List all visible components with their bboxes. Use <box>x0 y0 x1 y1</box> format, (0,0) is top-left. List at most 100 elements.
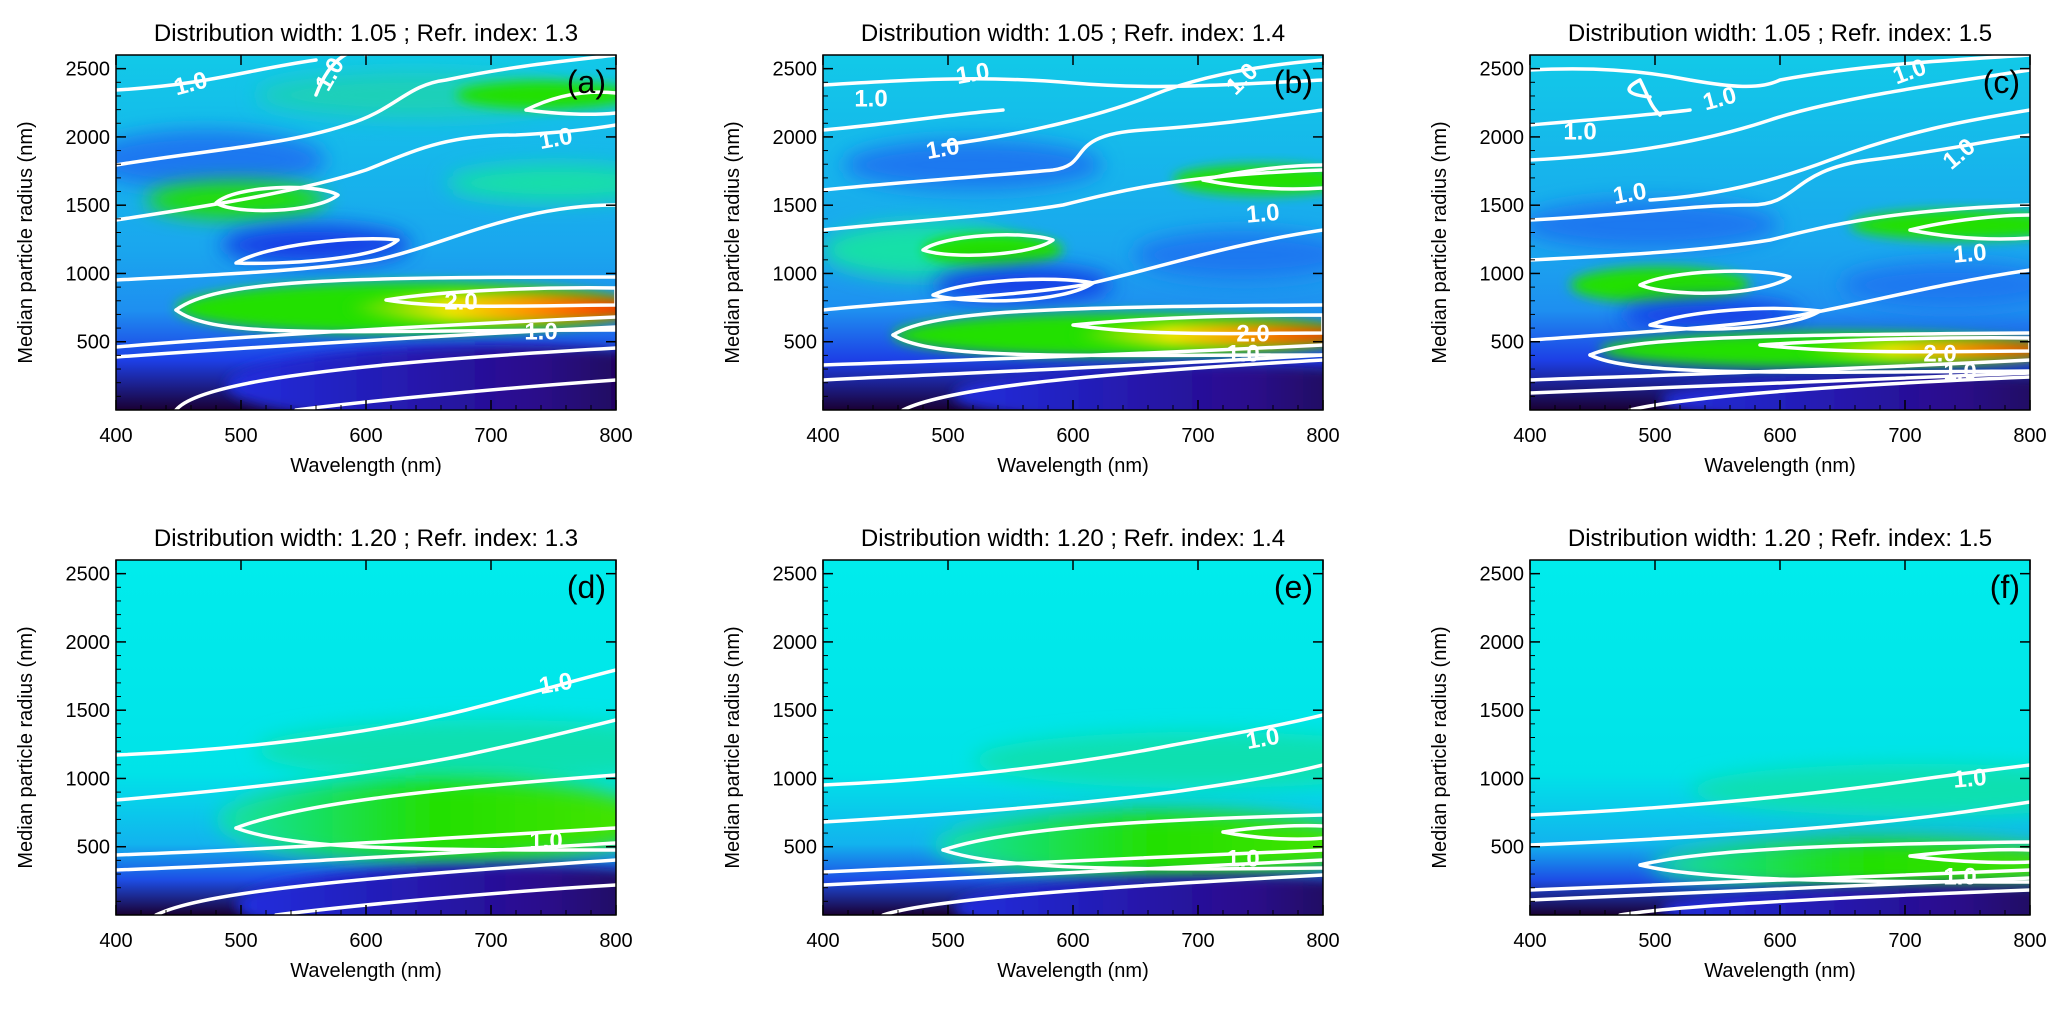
contour-line <box>1530 133 2030 222</box>
x-tick-label: 800 <box>1306 425 1339 447</box>
contour-line <box>116 325 616 359</box>
contour-line <box>921 233 1055 257</box>
x-tick-label: 500 <box>224 425 257 447</box>
contour-line <box>174 275 616 312</box>
x-tick-label: 400 <box>806 425 839 447</box>
panel-title: Distribution width: 1.05 ; Refr. index: … <box>154 20 578 47</box>
contour-line <box>1530 371 2030 395</box>
heatmap-region <box>923 234 1063 266</box>
heatmap-area: 1.0 1.0 <box>116 560 616 915</box>
contour-line <box>823 353 1323 382</box>
x-tick-label: 600 <box>349 425 382 447</box>
y-tick-label: 1000 <box>773 263 818 285</box>
y-tick-label: 2000 <box>1480 127 1525 149</box>
contour-label: 2.0 <box>1236 320 1269 347</box>
y-tick-label: 500 <box>77 837 110 859</box>
heatmap-region <box>953 876 1323 915</box>
y-tick-label: 2000 <box>1480 632 1525 654</box>
heatmap-region <box>1133 231 1323 279</box>
heatmap-region <box>843 140 1103 190</box>
panel-label: (f) <box>1990 569 2020 605</box>
panel-e: 1.0 1.0 (e) Distribution width: 1.20 ; Refr… <box>722 525 1340 982</box>
y-tick-label: 500 <box>1491 332 1524 354</box>
y-axis-label: Median particle radius (nm) <box>1429 626 1451 868</box>
contour-line <box>1908 213 2030 241</box>
y-axis-label: Median particle radius (nm) <box>722 626 744 868</box>
panel-d: 1.0 1.0 (d) Distribution width: 1.20 ; Refr… <box>15 525 633 982</box>
y-tick-label: 1000 <box>1480 263 1525 285</box>
contour-line <box>823 713 1323 787</box>
contour-line <box>1628 375 2030 410</box>
y-tick-label: 2500 <box>773 564 818 586</box>
y-tick-label: 1000 <box>66 263 111 285</box>
x-tick-label: 800 <box>599 930 632 952</box>
contour-line <box>384 286 616 308</box>
y-tick-label: 2000 <box>773 632 818 654</box>
x-axis-label: Wavelength (nm) <box>1704 960 1856 982</box>
y-tick-label: 500 <box>1491 837 1524 859</box>
x-tick-label: 600 <box>1763 930 1796 952</box>
contour-line <box>1530 203 2030 262</box>
x-tick-label: 500 <box>931 425 964 447</box>
heatmap-area: 1.01.01.01.01.01.02.01.0 <box>1530 55 2030 410</box>
y-tick-label: 2500 <box>1480 59 1525 81</box>
contour-line <box>1530 268 2030 342</box>
contour-label: 1.0 <box>1943 863 1976 890</box>
y-tick-label: 1500 <box>773 700 818 722</box>
contour-label: 1.0 <box>1226 845 1259 872</box>
heatmap-region <box>116 130 326 190</box>
y-tick-label: 1500 <box>66 195 111 217</box>
contour-line <box>116 718 616 802</box>
x-tick-label: 700 <box>1181 425 1214 447</box>
y-tick-label: 2500 <box>66 59 111 81</box>
panel-title: Distribution width: 1.20 ; Refr. index: … <box>1568 525 1992 552</box>
contour-line <box>274 883 616 915</box>
x-tick-label: 500 <box>1638 930 1671 952</box>
heatmap-area: 1.0 1.0 <box>823 560 1323 915</box>
y-tick-label: 2500 <box>66 564 111 586</box>
contour-line <box>234 826 616 852</box>
y-tick-label: 1500 <box>773 195 818 217</box>
contour-line <box>901 358 1323 410</box>
contour-label: 1.0 <box>1952 764 1988 794</box>
x-tick-label: 400 <box>1513 425 1546 447</box>
x-tick-label: 800 <box>1306 930 1339 952</box>
y-axis-label: Median particle radius (nm) <box>1429 121 1451 363</box>
contour-line <box>941 58 1323 147</box>
x-tick-label: 500 <box>1638 425 1671 447</box>
x-tick-label: 600 <box>1763 425 1796 447</box>
contour-line <box>1530 55 2030 89</box>
contour-line <box>891 303 1323 337</box>
contour-line <box>524 90 616 116</box>
x-axis-label: Wavelength (nm) <box>290 455 442 477</box>
x-tick-label: 800 <box>599 425 632 447</box>
x-tick-label: 500 <box>224 930 257 952</box>
y-axis-label: Median particle radius (nm) <box>15 121 37 363</box>
y-tick-label: 1500 <box>66 700 111 722</box>
contour-line <box>116 55 616 167</box>
y-tick-label: 2500 <box>773 59 818 81</box>
panel-title: Distribution width: 1.05 ; Refr. index: … <box>1568 20 1992 47</box>
contour-label: 1.0 <box>854 85 887 112</box>
heatmap-region <box>1530 200 1780 250</box>
contour-line <box>174 346 616 410</box>
contour-label: 1.0 <box>537 123 575 155</box>
heatmap-region <box>953 365 1323 410</box>
x-axis-label: Wavelength (nm) <box>997 455 1149 477</box>
y-tick-label: 500 <box>784 332 817 354</box>
contour-line <box>1530 68 2030 162</box>
heatmap-hotspot <box>346 293 616 323</box>
y-tick-label: 500 <box>77 332 110 354</box>
y-tick-label: 2000 <box>66 632 111 654</box>
y-tick-label: 1000 <box>1480 768 1525 790</box>
x-tick-label: 600 <box>349 930 382 952</box>
contour-label: 2.0 <box>444 288 477 315</box>
contour-line <box>1530 868 2030 892</box>
contour-line <box>891 333 1323 358</box>
contour-line <box>1638 269 1792 295</box>
x-tick-label: 400 <box>1513 930 1546 952</box>
x-tick-label: 400 <box>99 930 132 952</box>
y-axis-label: Median particle radius (nm) <box>722 121 744 363</box>
contour-line <box>823 108 1323 192</box>
